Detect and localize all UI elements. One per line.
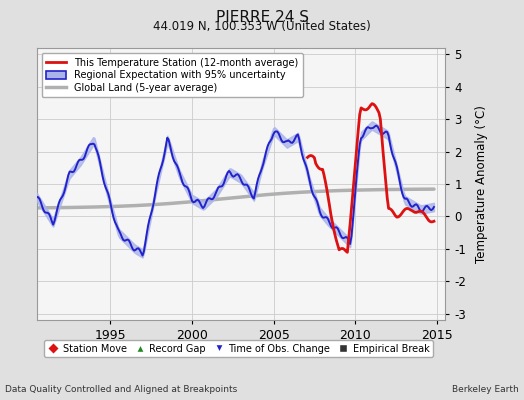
Y-axis label: Temperature Anomaly (°C): Temperature Anomaly (°C) [475,105,488,263]
Legend: Station Move, Record Gap, Time of Obs. Change, Empirical Break: Station Move, Record Gap, Time of Obs. C… [44,340,433,357]
Text: PIERRE 24 S: PIERRE 24 S [215,10,309,25]
Text: 44.019 N, 100.353 W (United States): 44.019 N, 100.353 W (United States) [153,20,371,33]
Text: Data Quality Controlled and Aligned at Breakpoints: Data Quality Controlled and Aligned at B… [5,385,237,394]
Legend: This Temperature Station (12-month average), Regional Expectation with 95% uncer: This Temperature Station (12-month avera… [41,53,303,98]
Text: Berkeley Earth: Berkeley Earth [452,385,519,394]
